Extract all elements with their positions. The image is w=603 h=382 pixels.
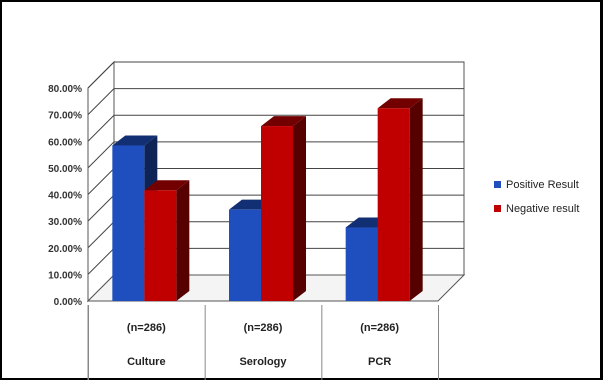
- bar-front: [377, 108, 410, 301]
- bar-top: [144, 180, 190, 191]
- legend-swatch: [494, 205, 501, 212]
- bar-top: [377, 98, 423, 109]
- gridline-side: [87, 114, 115, 142]
- bars: [112, 98, 423, 301]
- legend-entry: Positive Result: [506, 179, 579, 191]
- bar: [144, 180, 190, 301]
- y-tick-label: 70.00%: [48, 111, 82, 122]
- legend: Positive Result Negative result: [494, 179, 579, 215]
- gridline-side: [87, 141, 115, 169]
- y-tick-label: 60.00%: [48, 137, 82, 148]
- gridline-side: [87, 88, 115, 115]
- gridline-side: [87, 194, 115, 222]
- bar: [261, 116, 306, 301]
- y-tick-label: 40.00%: [48, 191, 82, 202]
- y-tick-label: 30.00%: [48, 217, 82, 228]
- category-count-label: (n=286): [360, 322, 399, 334]
- gridline-side: [87, 221, 115, 249]
- y-tick-label: 0.00%: [54, 297, 82, 308]
- bar-front: [261, 126, 293, 301]
- y-tick-label: 80.00%: [48, 84, 82, 95]
- bar-front: [144, 190, 177, 301]
- y-tick-label: 10.00%: [48, 270, 82, 281]
- gridline-side: [87, 248, 115, 275]
- gridline-side: [87, 168, 115, 195]
- bar-front: [345, 227, 378, 301]
- legend-entry: Negative result: [506, 203, 579, 215]
- bar-side: [176, 180, 190, 301]
- gridline-side: [87, 61, 115, 89]
- category-table: (n=286) Culture (n=286) Serology (n=286) PCR: [87, 305, 439, 380]
- x-tick-label: PCR: [368, 356, 391, 368]
- legend-swatch: [494, 181, 501, 188]
- bar-top: [261, 116, 306, 127]
- bar-top: [112, 135, 158, 146]
- bar-front: [112, 145, 145, 301]
- y-tick-label: 20.00%: [48, 244, 82, 255]
- bar: [377, 98, 423, 301]
- bar-front: [229, 209, 261, 301]
- y-axis-ticks: 0.00% 10.00% 20.00% 30.00% 40.00% 50.00% 60.00…: [48, 84, 82, 308]
- x-tick-label: Culture: [127, 356, 166, 368]
- category-count-label: (n=286): [127, 322, 166, 334]
- x-tick-label: Serology: [239, 356, 287, 368]
- bar-side: [293, 116, 306, 301]
- category-count-label: (n=286): [244, 322, 283, 334]
- y-tick-label: 50.00%: [48, 164, 82, 175]
- bar-side: [409, 98, 423, 301]
